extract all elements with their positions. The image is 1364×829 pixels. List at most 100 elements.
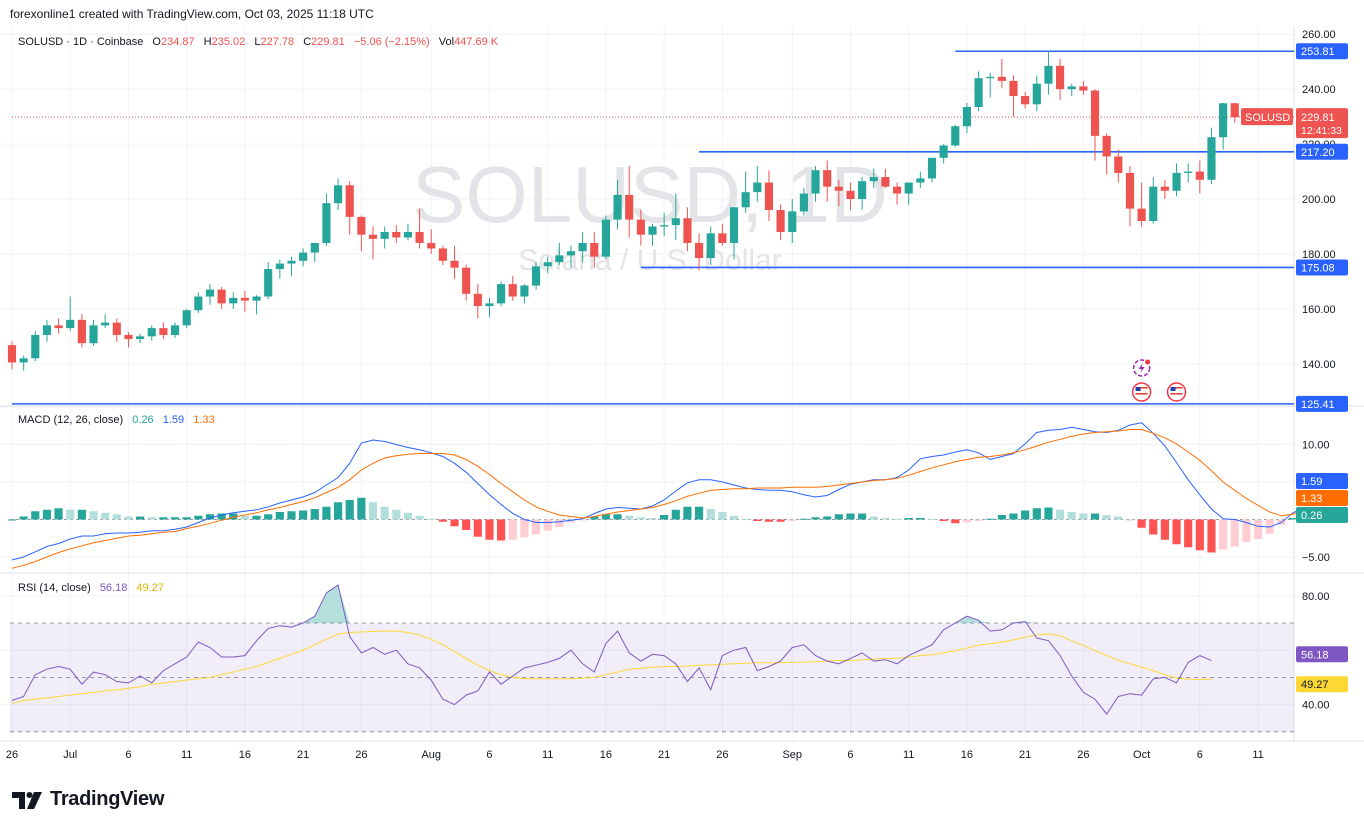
time-tick-label: 21: [297, 749, 309, 761]
candle-body: [392, 231, 401, 238]
macd-histogram-bar: [275, 512, 284, 520]
candle: [916, 171, 925, 189]
badge-bg: [1296, 143, 1348, 160]
macd-histogram-bar: [77, 509, 86, 520]
candle-body: [869, 177, 878, 182]
candle-body: [170, 325, 180, 335]
time-tick-label: 26: [6, 749, 18, 761]
time-tick-label: 11: [181, 749, 192, 761]
candle: [194, 292, 203, 313]
candle: [450, 245, 459, 279]
rsi-title: RSI (14, close): [18, 582, 91, 594]
candle-body: [962, 107, 972, 127]
tradingview-brand[interactable]: TradingView: [12, 788, 164, 811]
candle-body: [823, 170, 832, 187]
macd-hist-value: 0.26: [132, 414, 154, 426]
candle-body: [101, 322, 110, 326]
candle-body: [1044, 65, 1053, 84]
macd-histogram-bar: [799, 518, 808, 520]
candle: [997, 58, 1006, 88]
candle-body: [764, 182, 774, 211]
macd-histogram-bar: [962, 519, 972, 523]
macd-histogram-bar: [101, 512, 110, 520]
candle-body: [1195, 171, 1204, 180]
price-tick-label: 260.00: [1302, 29, 1336, 41]
macd-histogram-bar: [357, 497, 366, 520]
candle-body: [1021, 96, 1030, 105]
rsi-pane: [11, 584, 1212, 715]
candle: [1067, 83, 1076, 97]
macd-histogram-bar: [1079, 513, 1088, 520]
flag-stripe: [1135, 390, 1148, 392]
macd-histogram-bar: [718, 512, 727, 520]
candle-body: [357, 216, 366, 235]
candle-body: [66, 319, 75, 329]
horizontal-levels[interactable]: [12, 50, 1294, 405]
candle: [892, 182, 902, 205]
time-tick-label: 16: [239, 749, 251, 761]
candle-body: [625, 194, 634, 220]
candle-body: [1067, 86, 1076, 90]
candle: [427, 229, 436, 254]
flag-stripe: [1170, 390, 1183, 392]
candle: [601, 215, 610, 260]
macd-histogram-bar: [380, 506, 389, 520]
candle: [497, 281, 506, 307]
candle: [974, 71, 983, 112]
macd-histogram-bar: [625, 515, 634, 520]
volume-value: 447.69 K: [454, 36, 499, 48]
macd-histogram-bar: [7, 519, 17, 521]
candle-body: [194, 296, 203, 311]
macd-histogram-bar: [846, 513, 855, 520]
candle-body: [1102, 135, 1111, 157]
candle: [287, 256, 296, 276]
macd-histogram-bar: [31, 511, 40, 520]
time-axis[interactable]: 26 Jul 6 11 16 21 26 Aug 6 11 16 21 26 Sep 6 11 16 21 26 Oc…: [6, 749, 1264, 761]
candle-body: [345, 185, 354, 217]
candle: [1102, 133, 1111, 175]
pane-separators: [0, 26, 1364, 742]
candle: [834, 179, 843, 206]
rsi-legend[interactable]: RSI (14, close) 56.18 49.27: [18, 582, 170, 594]
candle-body: [1032, 83, 1041, 105]
candle: [1114, 149, 1123, 183]
macd-histogram-bar: [1032, 508, 1041, 520]
candle-body: [1137, 208, 1146, 221]
candle: [648, 223, 657, 246]
candle-body: [1230, 103, 1239, 118]
candle: [566, 245, 576, 268]
candle: [986, 72, 995, 98]
macd-legend[interactable]: MACD (12, 26, close) 0.26 1.59 1.33: [18, 414, 221, 426]
flag-stripe: [1135, 393, 1148, 395]
time-tick-label: 11: [542, 749, 553, 761]
candle-body: [147, 328, 156, 337]
flag-stripe: [1170, 387, 1183, 389]
candle-body: [718, 233, 727, 243]
candle-body: [310, 242, 319, 253]
macd-histogram-bar: [1056, 509, 1065, 520]
candle-body: [240, 297, 249, 301]
candle: [951, 124, 960, 147]
macd-histogram-bar: [648, 518, 657, 520]
price-tick-label: 240.00: [1302, 84, 1336, 96]
macd-histogram-bar: [42, 509, 52, 520]
event-markers[interactable]: [1131, 359, 1187, 402]
candle-body: [287, 260, 296, 264]
macd-histogram-bar: [741, 518, 750, 520]
macd-histogram-bar: [1125, 519, 1135, 521]
macd-histogram-bar: [89, 511, 98, 520]
macd-histogram-bar: [264, 514, 273, 520]
candle-body: [1184, 171, 1193, 173]
candle: [962, 102, 972, 134]
price-legend[interactable]: SOLUSD · 1D · Coinbase O234.87 H235.02 L…: [18, 36, 504, 48]
candle-body: [566, 251, 576, 256]
time-tick-label: 21: [658, 749, 670, 761]
candle: [1172, 163, 1181, 197]
macd-histogram-bar: [1149, 519, 1158, 535]
candle: [613, 179, 622, 230]
macd-histogram-bar: [1207, 519, 1216, 553]
time-tick-label: Sep: [782, 749, 802, 761]
candle-body: [275, 263, 284, 270]
rsi-ma-line: [11, 630, 1212, 704]
